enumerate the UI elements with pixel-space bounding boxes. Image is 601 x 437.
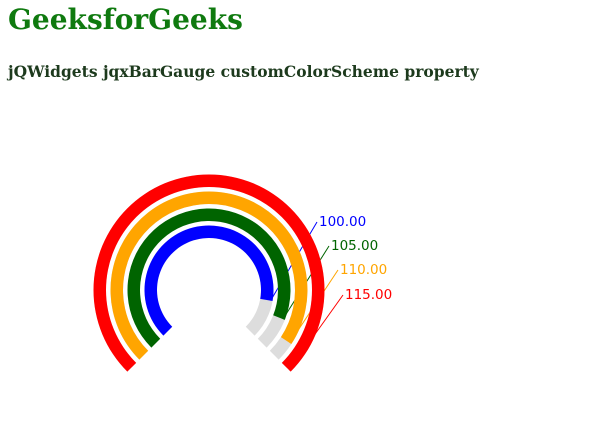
gauge-label-connector-4 bbox=[288, 294, 344, 371]
gauge-value-label-2: 105.00 bbox=[331, 238, 378, 254]
gauge-bar-2 bbox=[127, 208, 291, 348]
page-subtitle: jQWidgets jqxBarGauge customColorScheme … bbox=[8, 62, 479, 81]
gauge-bar-4 bbox=[93, 174, 325, 372]
gauge-bar-1 bbox=[144, 225, 274, 336]
gauge-value-label-3: 110.00 bbox=[340, 262, 387, 278]
page-title: GeeksforGeeks bbox=[8, 3, 243, 36]
gauge-value-label-4: 115.00 bbox=[345, 287, 392, 303]
gauge-value-label-1: 100.00 bbox=[319, 214, 366, 230]
gauge-bar-3 bbox=[110, 191, 308, 360]
